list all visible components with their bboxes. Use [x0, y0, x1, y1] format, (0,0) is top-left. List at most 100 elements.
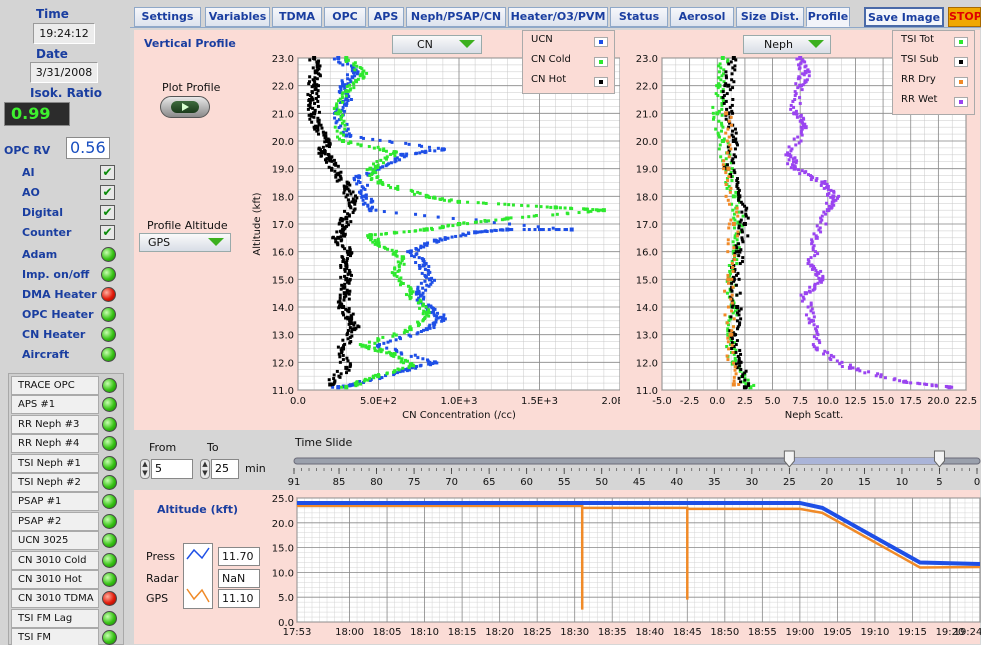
data-point [726, 141, 730, 145]
data-point [734, 232, 738, 236]
data-point [428, 323, 432, 327]
data-point [367, 172, 371, 176]
data-point [350, 251, 354, 255]
neph-series-select[interactable]: Neph [743, 35, 831, 54]
data-point [735, 210, 739, 214]
from-stepper[interactable]: ▲ ▼ [140, 459, 150, 479]
data-point [440, 316, 445, 321]
data-point [420, 271, 424, 275]
data-point [811, 246, 815, 250]
data-point [737, 323, 741, 327]
data-point [364, 344, 368, 348]
data-point [322, 133, 326, 137]
tab-status[interactable]: Status [610, 7, 668, 27]
x-tick-label: 12.5 [844, 396, 866, 407]
instrument-row-tsi-neph-1: TSI Neph #1 [11, 453, 99, 473]
tab-tdma[interactable]: TDMA [272, 7, 322, 27]
tab-save-image[interactable]: Save Image [864, 7, 944, 27]
data-point [337, 352, 341, 356]
data-point [745, 206, 749, 210]
data-point [549, 205, 553, 209]
data-point [371, 205, 375, 209]
time-slide[interactable]: 91 85 80 75 70 65 60 55 50 45 40 35 30 25 20 15 10 5 0 [280, 444, 981, 488]
data-point [337, 178, 341, 182]
data-point [393, 347, 397, 351]
legend-swatch [954, 37, 968, 47]
data-point [376, 163, 380, 167]
data-point [344, 365, 349, 370]
tab-aerosol[interactable]: Aerosol [670, 7, 734, 27]
data-point [721, 88, 725, 92]
tab-aps[interactable]: APS [368, 7, 404, 27]
data-point [316, 116, 320, 120]
data-point [863, 371, 867, 375]
from-input[interactable]: 5 [151, 459, 193, 479]
data-point [732, 153, 736, 157]
data-point [577, 211, 581, 215]
data-point [726, 340, 730, 344]
slider-thumb[interactable] [783, 450, 795, 468]
data-point [310, 90, 314, 94]
data-point [533, 228, 537, 232]
data-point [352, 69, 357, 74]
tab-profile[interactable]: Profile [806, 7, 850, 27]
data-point [334, 240, 338, 244]
data-point [739, 218, 743, 222]
plot-profile-button[interactable] [160, 96, 210, 118]
tab-heater-o3-pvm[interactable]: Heater/O3/PVM [508, 7, 608, 27]
data-point [733, 147, 737, 151]
data-point [726, 358, 730, 362]
data-point [321, 130, 325, 134]
data-point [718, 62, 722, 66]
data-point [726, 145, 730, 149]
data-point [735, 293, 739, 297]
altitude-source-select[interactable]: GPS [139, 233, 231, 252]
data-point [340, 79, 344, 83]
cn-series-select[interactable]: CN [392, 35, 482, 54]
tab-size-dist[interactable]: Size Dist. [736, 7, 804, 27]
instrument-row-rr-neph-4: RR Neph #4 [11, 434, 99, 454]
data-point [390, 140, 394, 144]
legend-swatch [594, 37, 608, 47]
check-label-ao: AO [22, 186, 40, 199]
check-counter-checkbox[interactable]: ✔ [100, 225, 115, 240]
tab-neph-psap-cn[interactable]: Neph/PSAP/CN [406, 7, 506, 27]
data-point [427, 314, 431, 318]
legend-marker [599, 40, 603, 44]
data-point [806, 68, 810, 72]
data-point [804, 64, 808, 68]
check-ao-checkbox[interactable]: ✔ [100, 185, 115, 200]
check-ai-checkbox[interactable]: ✔ [100, 165, 115, 180]
tab-opc[interactable]: OPC [324, 7, 366, 27]
data-point [341, 230, 345, 234]
tab-settings[interactable]: Settings [134, 7, 201, 27]
data-point [800, 127, 804, 131]
to-stepper[interactable]: ▲ ▼ [200, 459, 210, 479]
data-point [720, 56, 725, 60]
slider-thumb[interactable] [933, 450, 945, 468]
data-point [810, 238, 814, 242]
data-point [431, 362, 435, 366]
tab-variables[interactable]: Variables [205, 7, 270, 27]
check-digital-checkbox[interactable]: ✔ [100, 205, 115, 220]
data-point [731, 208, 735, 212]
data-point [340, 244, 344, 248]
data-point [796, 135, 800, 139]
data-point [376, 175, 380, 179]
data-point [357, 190, 361, 194]
to-input[interactable]: 25 [211, 459, 239, 479]
data-point [740, 238, 744, 242]
data-point [336, 385, 341, 390]
data-point [787, 145, 791, 149]
data-point [898, 379, 902, 383]
data-point [733, 356, 737, 360]
data-point [424, 194, 429, 199]
data-point [726, 336, 730, 340]
slider-tick-label: 91 [288, 477, 301, 488]
data-point [368, 377, 372, 381]
data-point [345, 257, 349, 261]
tab-stop[interactable]: STOP [948, 7, 981, 27]
data-point [725, 107, 729, 111]
data-point [337, 90, 341, 94]
check-label-digital: Digital [22, 206, 63, 219]
